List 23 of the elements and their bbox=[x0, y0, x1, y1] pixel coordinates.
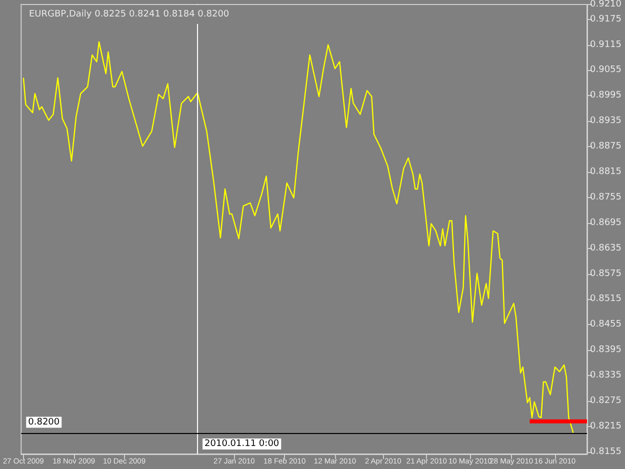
y-tick-label: 0.8635 bbox=[590, 243, 622, 254]
y-tick-label: 0.8815 bbox=[590, 167, 622, 177]
y-tick-label: 0.8215 bbox=[590, 421, 622, 432]
y-tick-label: 0.9210 bbox=[590, 0, 622, 10]
y-tick-label: 0.8335 bbox=[590, 370, 622, 381]
ref-line-label: 2010.01.11 0:00 bbox=[204, 439, 280, 449]
y-tick-label: 0.9115 bbox=[590, 40, 622, 50]
ref-line-label: 0.8200 bbox=[28, 417, 60, 428]
y-tick-label: 0.9055 bbox=[590, 65, 622, 76]
y-tick-label: 0.9175 bbox=[590, 14, 622, 24]
text: EURGBP,Daily 0.8225 0.8241 0.8184 0.8200 bbox=[29, 10, 230, 20]
y-tick-label: 0.8155 bbox=[590, 446, 622, 457]
y-tick-label: 0.8755 bbox=[590, 192, 622, 202]
line-series bbox=[22, 41, 574, 434]
y-tick-label: 0.8575 bbox=[590, 268, 622, 279]
y-tick-label: 0.8395 bbox=[590, 345, 622, 356]
y-tick-label: 0.8695 bbox=[590, 218, 622, 228]
y-tick-label: 0.8455 bbox=[590, 320, 622, 330]
y-tick-label: 0.8515 bbox=[590, 294, 622, 304]
y-tick-label: 0.8275 bbox=[590, 396, 622, 406]
y-tick-label: 0.8875 bbox=[590, 142, 622, 152]
y-tick-label: 0.8935 bbox=[590, 116, 622, 126]
y-tick-label: 0.8995 bbox=[590, 90, 622, 101]
